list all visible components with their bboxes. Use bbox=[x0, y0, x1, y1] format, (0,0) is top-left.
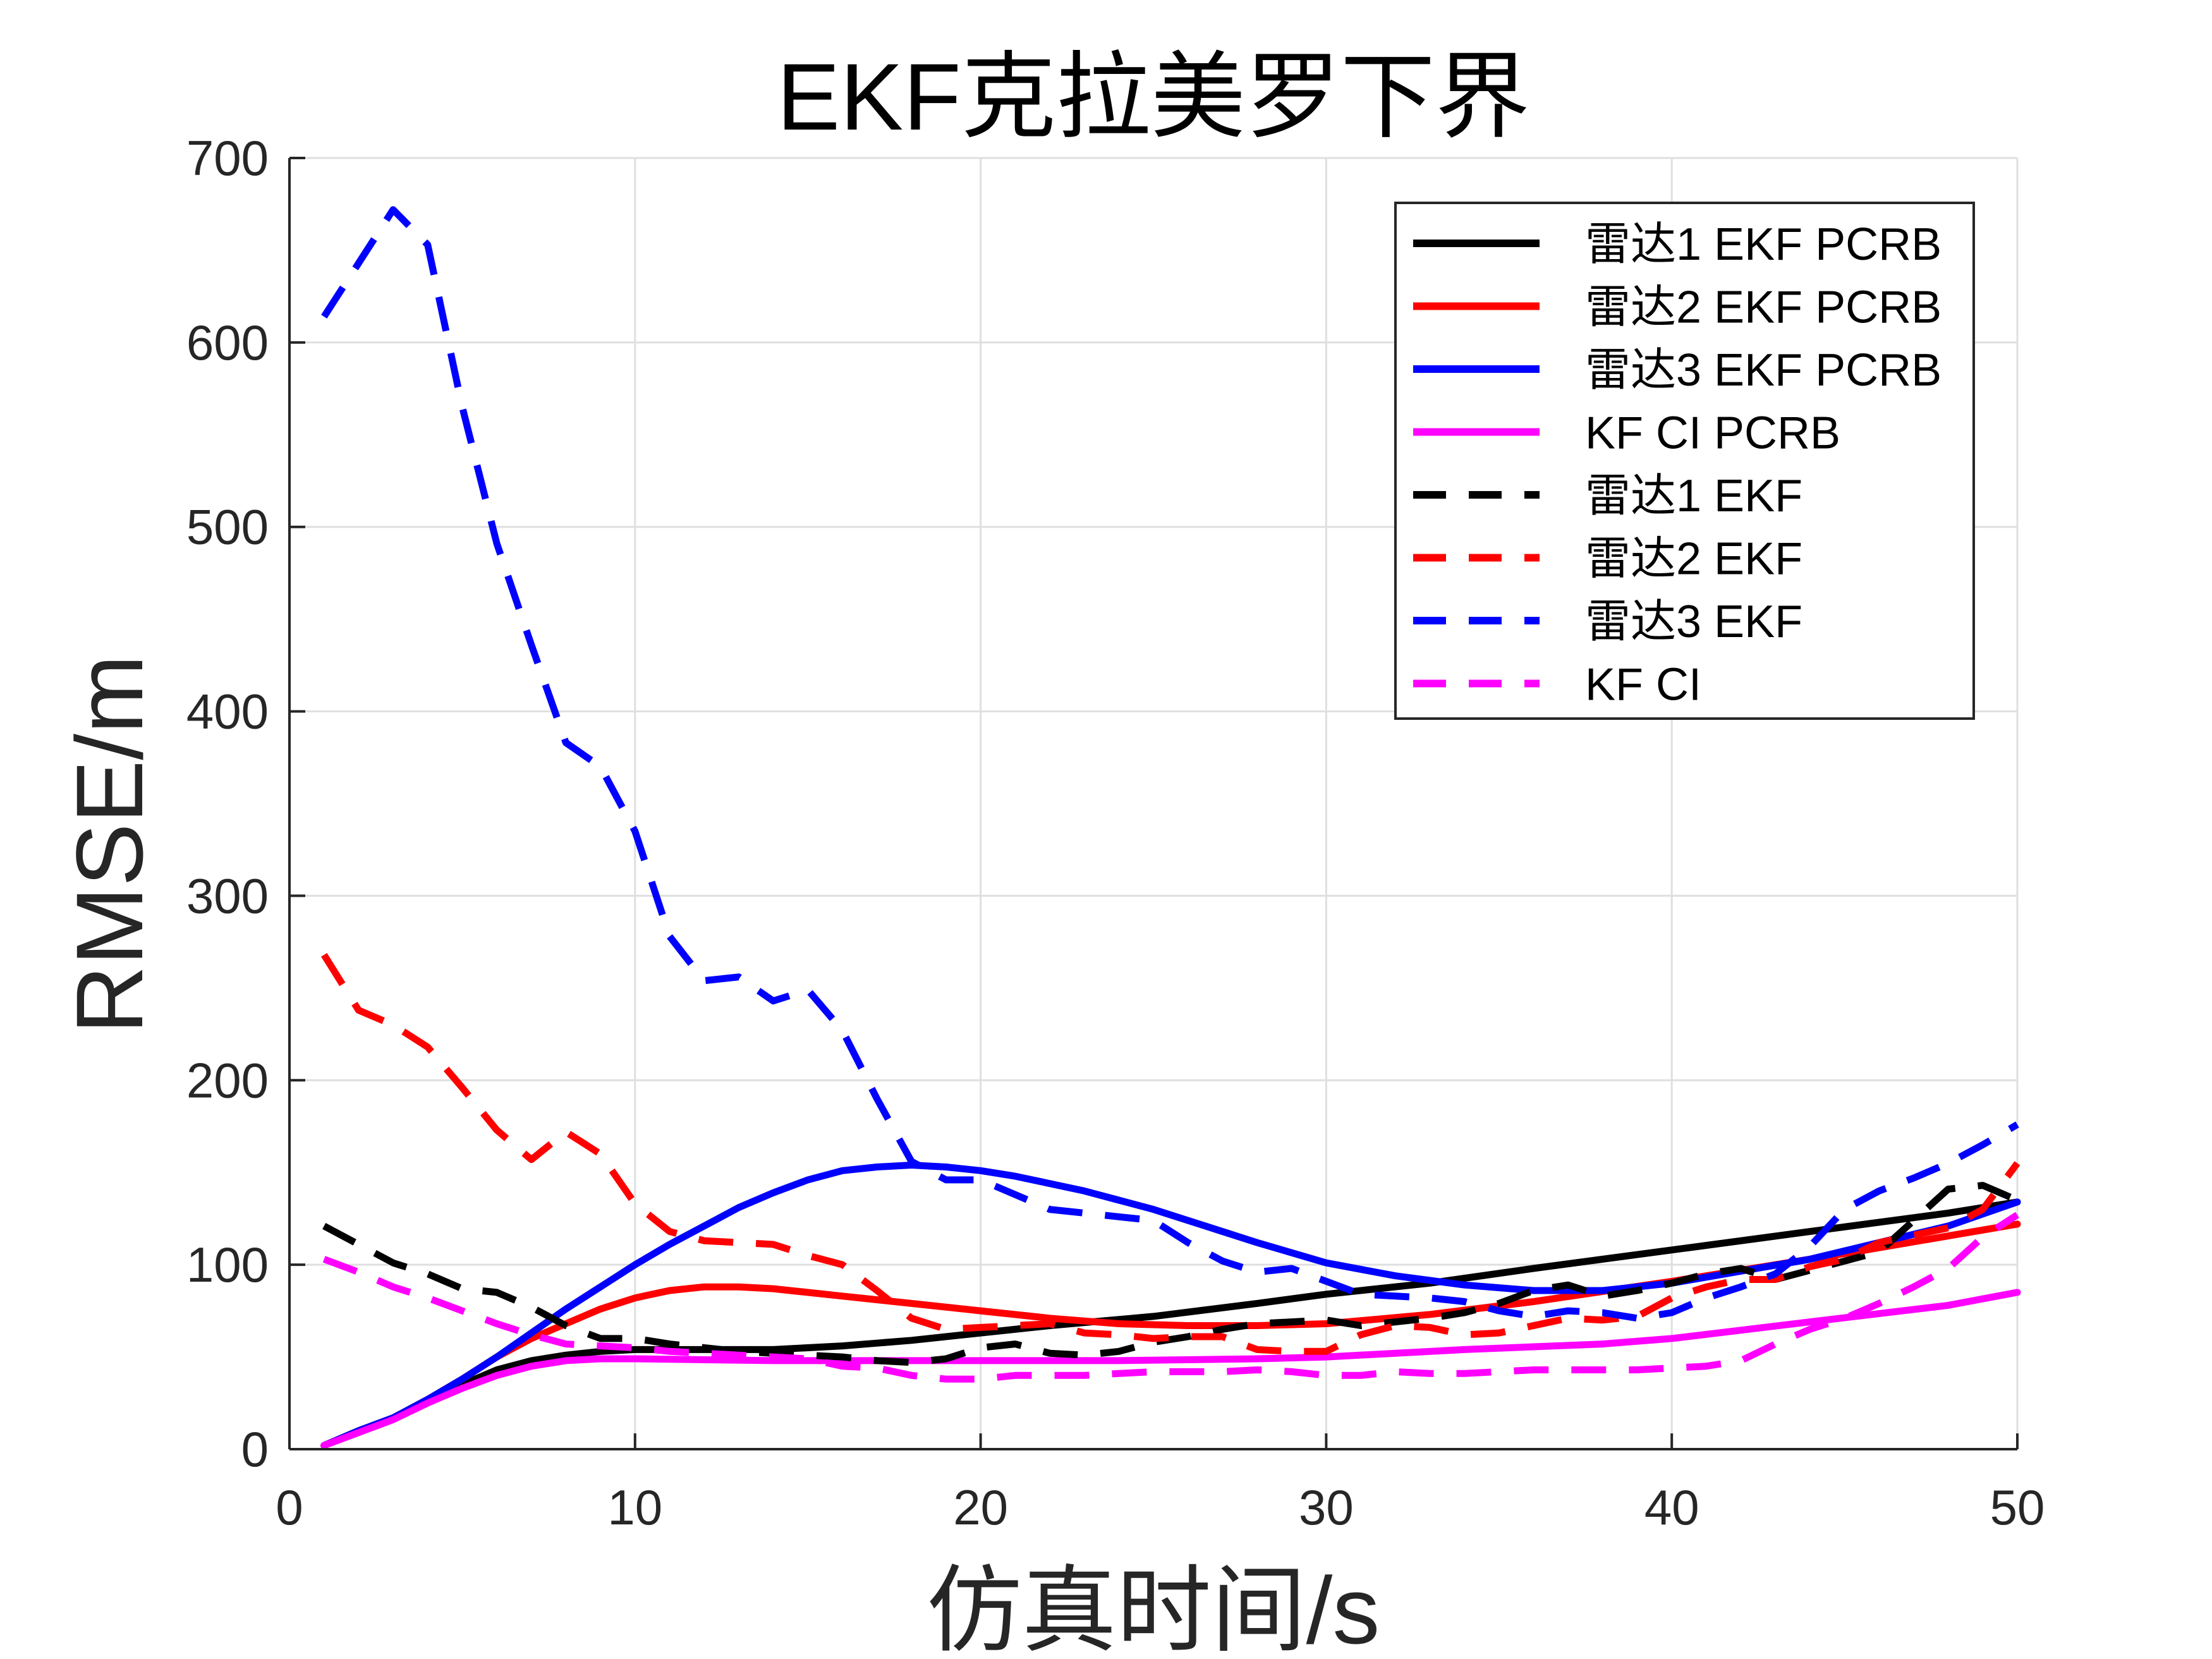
legend-label: 雷达2 EKF PCRB bbox=[1585, 283, 1942, 333]
legend-label: KF CI PCRB bbox=[1585, 408, 1840, 459]
y-tick-label: 100 bbox=[186, 1237, 269, 1292]
x-tick-label: 10 bbox=[607, 1480, 662, 1535]
y-tick-label: 700 bbox=[186, 130, 269, 186]
x-axis-label: 仿真时间/s bbox=[927, 1557, 1380, 1659]
chart-title: EKF克拉美罗下界 bbox=[777, 44, 1530, 150]
legend-label: 雷达1 EKF PCRB bbox=[1585, 219, 1942, 270]
x-tick-label: 20 bbox=[953, 1480, 1008, 1535]
legend-label: KF CI bbox=[1585, 660, 1701, 710]
legend-label: 雷达1 EKF bbox=[1585, 471, 1802, 521]
series-line bbox=[320, 1289, 2021, 1449]
series-line bbox=[320, 1198, 2021, 1449]
series-line bbox=[322, 1182, 2019, 1366]
x-tick-label: 40 bbox=[1644, 1480, 1699, 1535]
x-tick-label: 30 bbox=[1299, 1480, 1354, 1535]
y-tick-label: 200 bbox=[186, 1052, 269, 1108]
series-line bbox=[322, 1212, 2019, 1383]
legend-label: 雷达3 EKF bbox=[1585, 597, 1802, 647]
y-tick-label: 500 bbox=[186, 499, 269, 555]
legend-label: 雷达2 EKF bbox=[1585, 534, 1802, 585]
y-tick-label: 0 bbox=[241, 1421, 269, 1477]
series-line bbox=[321, 206, 2019, 1322]
legend: 雷达1 EKF PCRB 雷达2 EKF PCRB 雷达3 EKF PCRB KF C… bbox=[1394, 202, 1975, 720]
y-tick-label: 300 bbox=[186, 868, 269, 923]
y-tick-label: 600 bbox=[186, 315, 269, 370]
x-tick-label: 0 bbox=[276, 1480, 303, 1535]
series-lines bbox=[320, 206, 2021, 1449]
legend-box bbox=[1394, 202, 1975, 720]
series-line bbox=[320, 1162, 2021, 1449]
y-tick-label: 400 bbox=[186, 684, 269, 739]
axes bbox=[288, 157, 2019, 1450]
y-axis-label: RMSE/m bbox=[56, 655, 162, 1034]
x-tick-label: 50 bbox=[1990, 1480, 2045, 1535]
legend-label: 雷达3 EKF PCRB bbox=[1585, 345, 1942, 396]
